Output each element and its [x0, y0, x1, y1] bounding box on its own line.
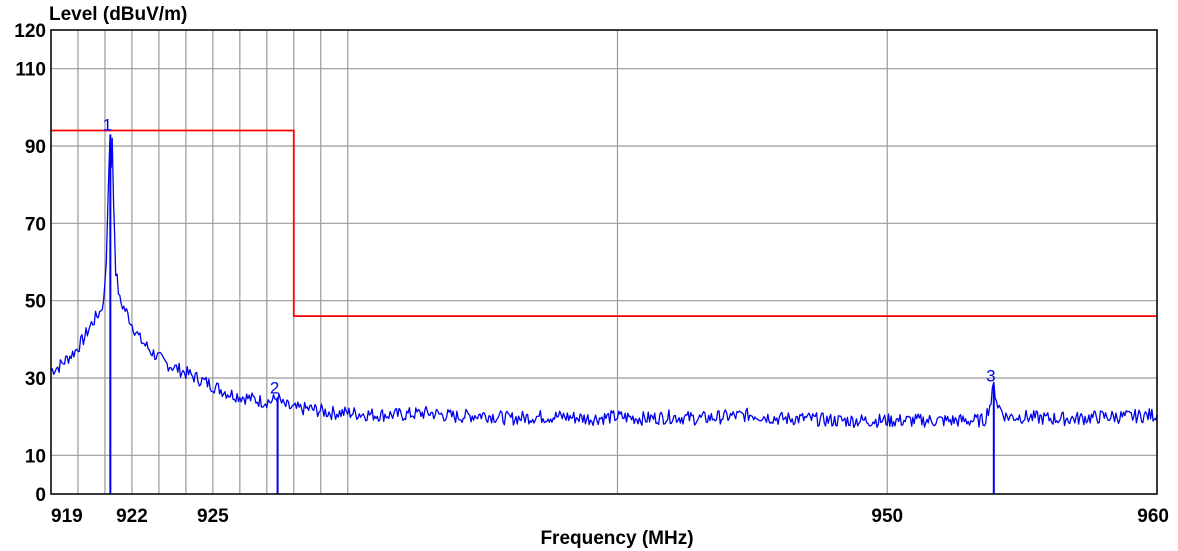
marker-layer: 1 2 3 [103, 115, 996, 494]
y-tick-label: 50 [25, 292, 46, 313]
x-tick-label: 950 [871, 506, 903, 527]
y-tick-label: 90 [25, 137, 46, 158]
x-tick-label: 922 [116, 506, 148, 527]
y-tick-label: 0 [35, 485, 46, 506]
x-tick-label: 919 [51, 506, 83, 527]
y-tick-label: 110 [15, 60, 46, 81]
y-tick-label: 70 [25, 214, 46, 235]
marker-label: 2 [270, 378, 279, 397]
y-tick-label: 120 [14, 21, 46, 42]
y-tick-label: 10 [25, 446, 46, 467]
marker-label: 1 [103, 115, 112, 134]
x-tick-label: 960 [1137, 506, 1169, 527]
y-tick-label: 30 [25, 369, 46, 390]
x-tick-labels: 919 922 925 950 960 [51, 506, 1169, 527]
y-tick-labels: 0 10 30 50 70 90 110 120 [14, 21, 46, 506]
y-axis-title: Level (dBuV/m) [49, 4, 187, 25]
x-axis-title: Frequency (MHz) [540, 528, 693, 549]
x-tick-label: 925 [197, 506, 229, 527]
marker-label: 3 [986, 367, 995, 386]
